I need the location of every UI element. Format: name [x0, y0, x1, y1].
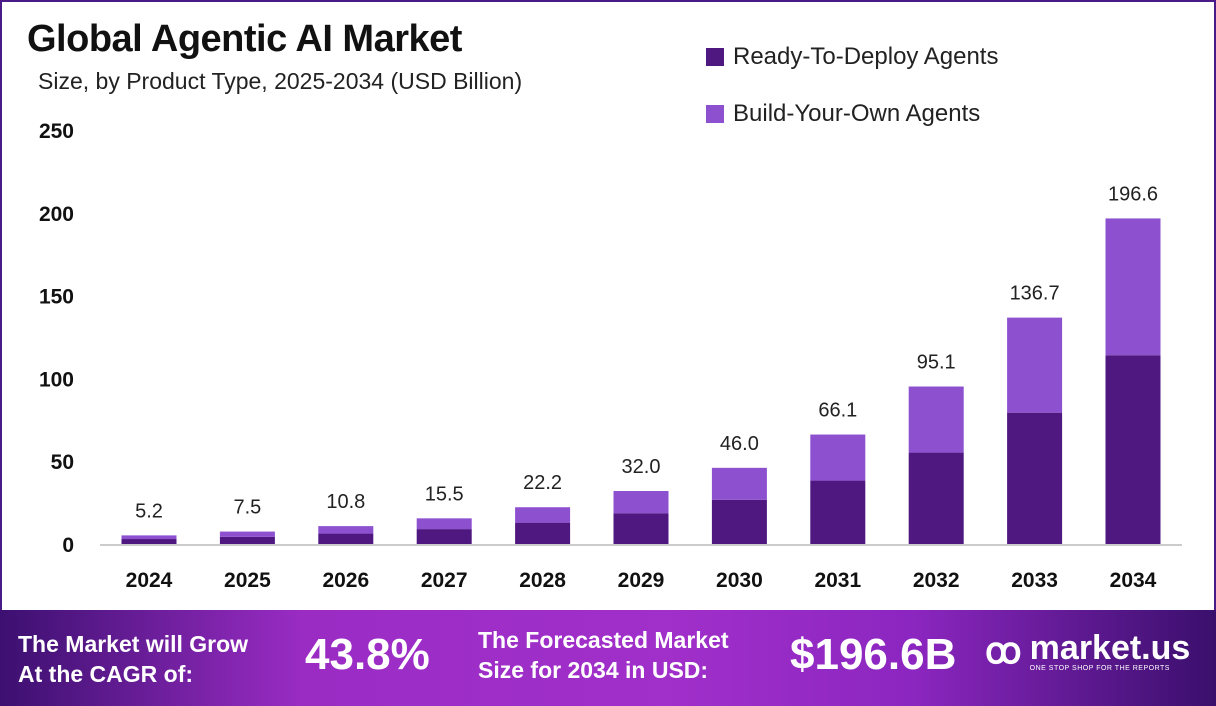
legend-label: Ready-To-Deploy Agents	[733, 42, 999, 70]
data-label: 95.1	[917, 352, 956, 374]
cagr-label: The Market will Grow At the CAGR of:	[18, 629, 248, 689]
x-tick-label: 2033	[1011, 569, 1058, 592]
x-tick-label: 2032	[913, 569, 960, 592]
y-tick-label: 100	[39, 368, 74, 391]
market-us-logo: ꝏ market.us ONE STOP SHOP FOR THE REPORT…	[985, 630, 1190, 672]
cagr-label-line2: At the CAGR of:	[18, 661, 194, 687]
bar-build-2031	[810, 434, 866, 481]
summary-banner: The Market will Grow At the CAGR of: 43.…	[0, 610, 1216, 706]
legend-item-ready: Ready-To-Deploy Agents	[706, 28, 998, 85]
bar-build-2033	[1007, 317, 1063, 413]
forecast-label-line1: The Forecasted Market	[478, 627, 729, 653]
data-label: 5.2	[135, 500, 163, 522]
bar-ready-2031	[810, 480, 866, 544]
y-tick-label: 50	[51, 451, 74, 474]
y-tick-label: 0	[62, 534, 74, 557]
logo-name: market.us	[1029, 628, 1191, 667]
cagr-value: 43.8%	[305, 630, 430, 679]
data-label: 66.1	[818, 400, 857, 422]
bar-build-2025	[219, 531, 275, 537]
data-label: 7.5	[233, 497, 261, 519]
bar-ready-2034	[1105, 355, 1161, 544]
x-tick-label: 2029	[618, 569, 665, 592]
forecast-value: $196.6B	[790, 630, 957, 679]
y-tick-label: 150	[39, 286, 74, 309]
x-tick-label: 2027	[421, 569, 468, 592]
bar-build-2032	[908, 386, 964, 453]
logo-mark-icon: ꝏ	[985, 630, 1022, 671]
chart-title: Global Agentic AI Market	[27, 18, 462, 60]
forecast-label: The Forecasted Market Size for 2034 in U…	[478, 625, 729, 685]
x-tick-label: 2025	[224, 569, 271, 592]
bar-build-2029	[613, 491, 669, 514]
legend-swatch-ready	[706, 47, 724, 66]
legend-item-build: Build-Your-Own Agents	[706, 85, 998, 142]
data-label: 32.0	[622, 456, 661, 478]
x-tick-label: 2030	[716, 569, 763, 592]
y-tick-label: 250	[39, 120, 74, 143]
logo-tagline: ONE STOP SHOP FOR THE REPORTS	[1029, 664, 1170, 672]
bar-ready-2030	[711, 499, 767, 544]
legend-label: Build-Your-Own Agents	[733, 99, 981, 127]
x-tick-label: 2034	[1110, 569, 1157, 592]
data-label: 22.2	[523, 472, 562, 494]
bar-build-2028	[515, 507, 571, 523]
x-tick-label: 2026	[322, 569, 369, 592]
forecast-label-line2: Size for 2034 in USD:	[478, 657, 709, 683]
legend: Ready-To-Deploy Agents Build-Your-Own Ag…	[706, 28, 998, 142]
legend-swatch-build	[706, 104, 724, 123]
data-label: 136.7	[1010, 283, 1060, 305]
x-tick-label: 2028	[519, 569, 566, 592]
bar-build-2024	[121, 535, 177, 540]
cagr-label-line1: The Market will Grow	[18, 631, 249, 657]
bar-ready-2027	[416, 529, 472, 544]
bar-build-2034	[1105, 218, 1161, 356]
bar-build-2030	[711, 467, 767, 500]
data-label: 10.8	[326, 491, 365, 513]
chart-subtitle: Size, by Product Type, 2025-2034 (USD Bi…	[38, 68, 523, 94]
x-tick-label: 2024	[126, 569, 173, 592]
x-tick-label: 2031	[814, 569, 861, 592]
bar-ready-2028	[515, 522, 571, 544]
bar-ready-2026	[318, 533, 374, 544]
bar-ready-2029	[613, 513, 669, 544]
bar-ready-2033	[1007, 412, 1063, 544]
bar-ready-2025	[219, 536, 275, 544]
bar-build-2026	[318, 526, 374, 534]
bar-ready-2032	[908, 452, 964, 544]
y-tick-label: 200	[39, 203, 74, 226]
bar-build-2027	[416, 518, 472, 530]
data-label: 15.5	[425, 483, 464, 505]
chart-plot: 0 50 100 150 200 250 5.2 2024 7.5 2025 10.8 2026 15.…	[39, 120, 1182, 592]
data-label: 196.6	[1108, 183, 1158, 205]
data-label: 46.0	[720, 433, 759, 455]
bar-ready-2024	[121, 539, 177, 544]
